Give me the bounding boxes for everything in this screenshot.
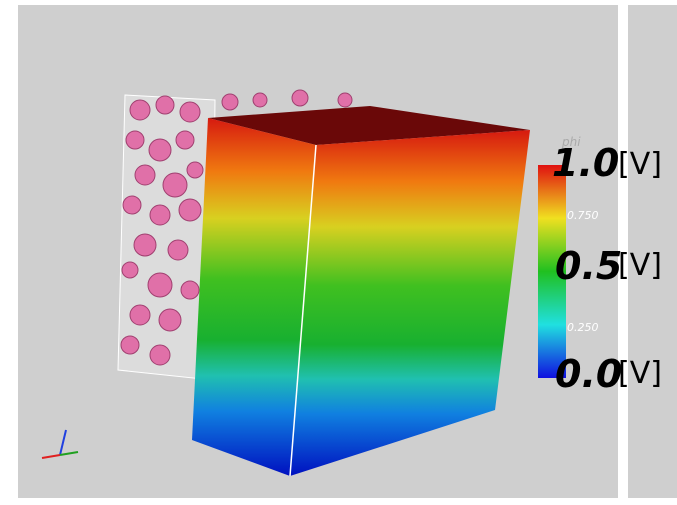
colorbar-label: 0.5 xyxy=(555,244,622,288)
screenshot: phi 1.0 [V] 0.750 0.5 [V] 0.250 0.0 [V] xyxy=(0,0,677,505)
colorbar-label: 0.0 xyxy=(555,352,622,396)
colorbar-unit: [V] xyxy=(618,356,662,391)
colorbar-unit: [V] xyxy=(618,248,662,283)
colorbar-minor-label: 0.750 xyxy=(567,209,599,222)
colorbar-label: 1.0 xyxy=(552,141,619,185)
colorbar-minor-label: 0.250 xyxy=(567,321,599,334)
colorbar-unit: [V] xyxy=(618,147,662,182)
